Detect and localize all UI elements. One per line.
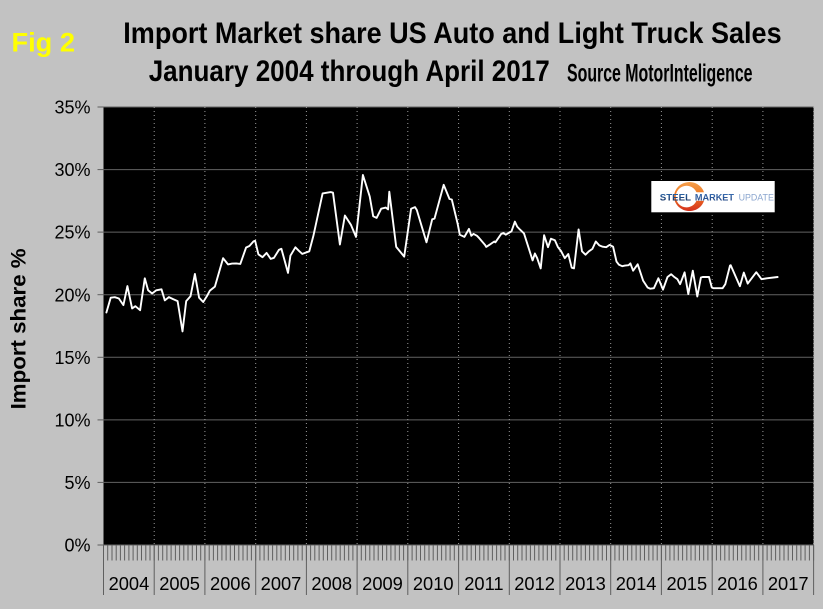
svg-text:STEEL: STEEL [660, 192, 692, 202]
svg-text:0%: 0% [64, 536, 90, 556]
svg-text:MARKET: MARKET [695, 192, 735, 202]
svg-text:10%: 10% [54, 411, 90, 431]
svg-text:5%: 5% [64, 473, 90, 493]
svg-text:2007: 2007 [261, 573, 302, 594]
svg-text:2012: 2012 [514, 573, 555, 594]
svg-text:15%: 15% [54, 348, 90, 368]
svg-text:Source MotorInteligence: Source MotorInteligence [567, 61, 753, 88]
svg-text:2010: 2010 [413, 573, 454, 594]
svg-text:Import Market share US Auto an: Import Market share US Auto and Light Tr… [123, 17, 781, 50]
svg-text:2009: 2009 [362, 573, 403, 594]
svg-text:25%: 25% [54, 223, 90, 243]
svg-text:2017: 2017 [768, 573, 809, 594]
svg-text:30%: 30% [54, 160, 90, 180]
svg-text:20%: 20% [54, 285, 90, 305]
svg-text:35%: 35% [54, 98, 90, 118]
svg-text:2015: 2015 [666, 573, 707, 594]
svg-text:Fig 2: Fig 2 [12, 27, 76, 58]
svg-text:2008: 2008 [311, 573, 352, 594]
svg-text:2006: 2006 [210, 573, 251, 594]
svg-text:2005: 2005 [159, 573, 200, 594]
svg-text:January 2004 through April 201: January 2004 through April 2017 [149, 55, 550, 88]
svg-text:2016: 2016 [717, 573, 758, 594]
svg-text:2013: 2013 [565, 573, 606, 594]
svg-text:Import share %: Import share % [6, 248, 31, 409]
svg-text:2011: 2011 [464, 573, 503, 594]
svg-text:2014: 2014 [616, 573, 657, 594]
svg-text:UPDATE: UPDATE [739, 192, 774, 202]
svg-text:2004: 2004 [109, 573, 150, 594]
